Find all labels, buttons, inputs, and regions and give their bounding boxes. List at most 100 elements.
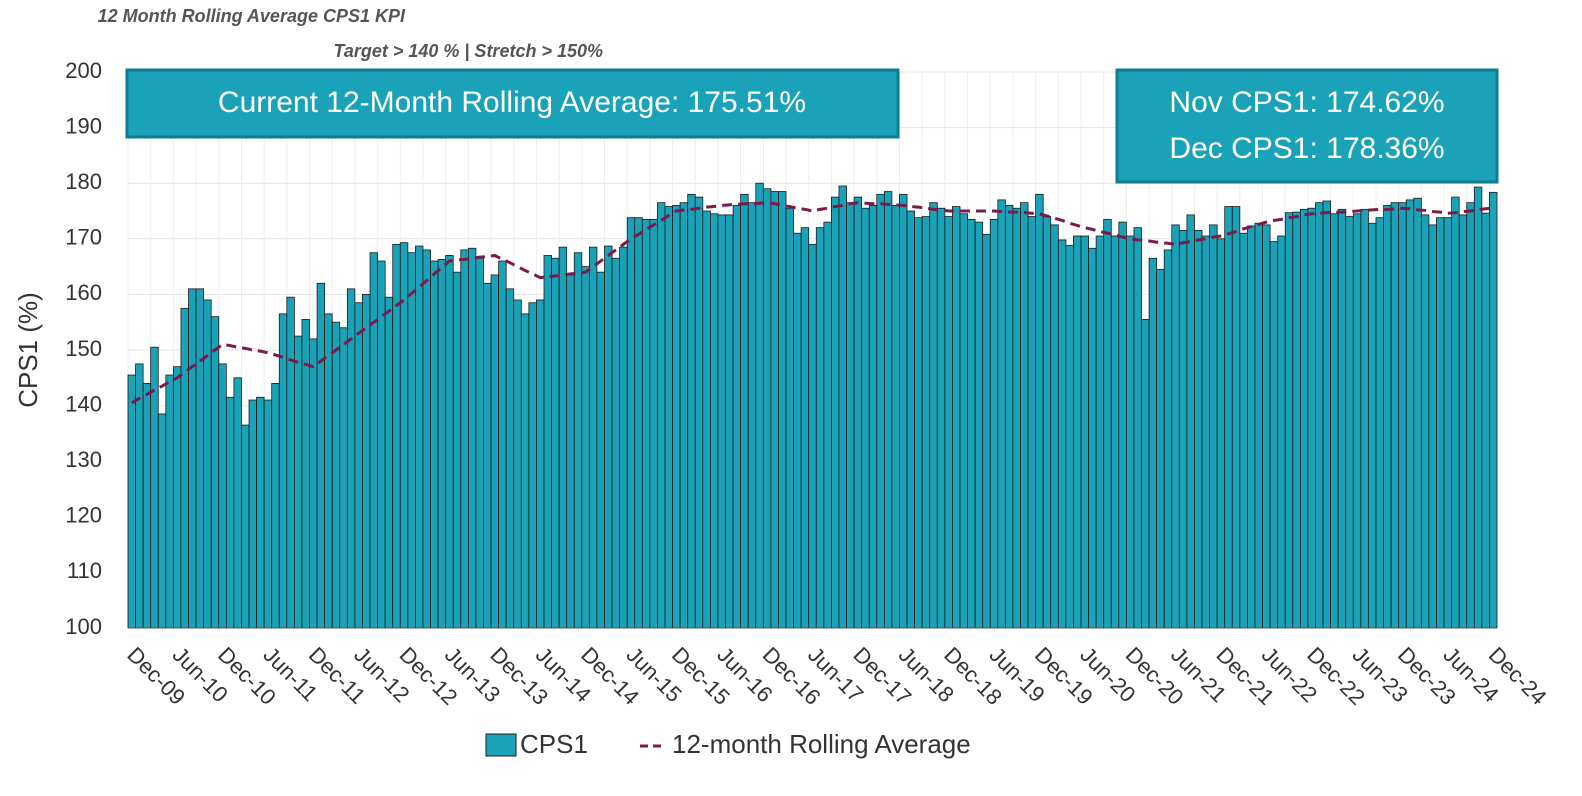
annotation-box <box>1115 68 1499 184</box>
bar <box>210 316 220 629</box>
bar <box>634 217 643 629</box>
bar <box>793 232 802 629</box>
bar <box>732 205 742 629</box>
y-tick-label: 110 <box>67 558 102 583</box>
bar <box>959 213 968 629</box>
bar <box>180 307 189 629</box>
bar <box>1405 199 1415 629</box>
bar <box>1345 216 1354 629</box>
bar <box>679 202 689 629</box>
y-tick-label: 170 <box>65 225 102 250</box>
bar <box>1473 186 1483 629</box>
bar <box>891 205 900 629</box>
bar <box>982 233 991 629</box>
bar <box>558 246 568 629</box>
bar <box>1125 235 1135 629</box>
bar <box>263 399 273 629</box>
y-tick-label: 200 <box>65 58 102 83</box>
bar <box>1118 221 1127 629</box>
bar <box>1299 208 1309 629</box>
bar <box>1292 211 1301 629</box>
bar <box>740 193 749 629</box>
bar <box>362 293 371 629</box>
bar <box>838 185 847 629</box>
y-tick-label: 120 <box>65 503 102 528</box>
bar <box>657 202 666 629</box>
bar <box>1466 202 1475 629</box>
bar <box>127 374 136 629</box>
bar <box>1110 235 1120 629</box>
bar <box>241 424 250 629</box>
chart-subtitle: Target > 140 % | Stretch > 150% <box>334 41 604 61</box>
bar <box>452 271 462 629</box>
bar <box>1413 197 1422 629</box>
bar <box>619 246 628 629</box>
bar <box>936 207 946 629</box>
bar <box>581 266 590 629</box>
bar <box>278 313 288 629</box>
bar <box>1284 212 1294 629</box>
annotation: Dec CPS1: 178.36% <box>1169 132 1444 165</box>
bar <box>1194 230 1203 629</box>
bar <box>823 221 832 629</box>
bar <box>989 218 999 629</box>
y-tick-label: 100 <box>65 614 102 639</box>
bar <box>1004 205 1014 629</box>
legend-swatch <box>485 733 517 757</box>
bar <box>1489 191 1498 629</box>
bar <box>286 296 295 629</box>
bar <box>914 217 923 629</box>
bar <box>770 191 779 629</box>
annotation-box <box>125 68 900 139</box>
bar <box>1443 217 1453 629</box>
bar <box>1073 235 1082 629</box>
bar <box>1224 206 1233 629</box>
bar <box>785 207 794 629</box>
bar <box>331 321 341 629</box>
bar <box>1201 235 1210 629</box>
bar <box>271 382 280 629</box>
bar <box>1428 224 1437 629</box>
bar <box>1209 224 1218 629</box>
bar <box>483 282 492 629</box>
bar <box>709 213 719 629</box>
annotation: Current 12-Month Rolling Average: 175.51… <box>218 86 806 119</box>
bar <box>165 374 174 629</box>
bar <box>846 202 855 629</box>
bar <box>475 257 484 629</box>
bar <box>929 202 938 629</box>
bar <box>596 271 605 629</box>
bar <box>354 302 363 629</box>
bar <box>293 335 303 629</box>
bar <box>172 366 182 629</box>
bar <box>1383 205 1392 629</box>
bar <box>1315 202 1324 629</box>
bar <box>694 196 704 629</box>
bar <box>755 182 764 629</box>
bar <box>188 288 197 629</box>
bar <box>430 260 439 629</box>
bar <box>747 202 757 629</box>
bar <box>1065 245 1074 629</box>
bar <box>218 363 227 629</box>
bar <box>498 260 507 629</box>
bar <box>604 245 613 629</box>
bar <box>868 205 878 629</box>
bar <box>967 218 976 629</box>
bar <box>717 214 726 629</box>
bar <box>974 221 984 629</box>
annotation: Nov CPS1: 174.62% <box>1169 86 1444 119</box>
bar <box>952 206 961 629</box>
bar <box>1178 230 1188 629</box>
bar <box>1239 232 1248 629</box>
bar <box>672 205 681 629</box>
bar <box>1103 218 1112 629</box>
bar <box>664 206 673 629</box>
bar <box>467 247 477 629</box>
bar <box>1420 214 1430 629</box>
bar <box>225 396 235 629</box>
bar <box>649 218 658 629</box>
bar <box>899 193 908 629</box>
bar <box>551 257 560 629</box>
bar <box>808 243 817 629</box>
